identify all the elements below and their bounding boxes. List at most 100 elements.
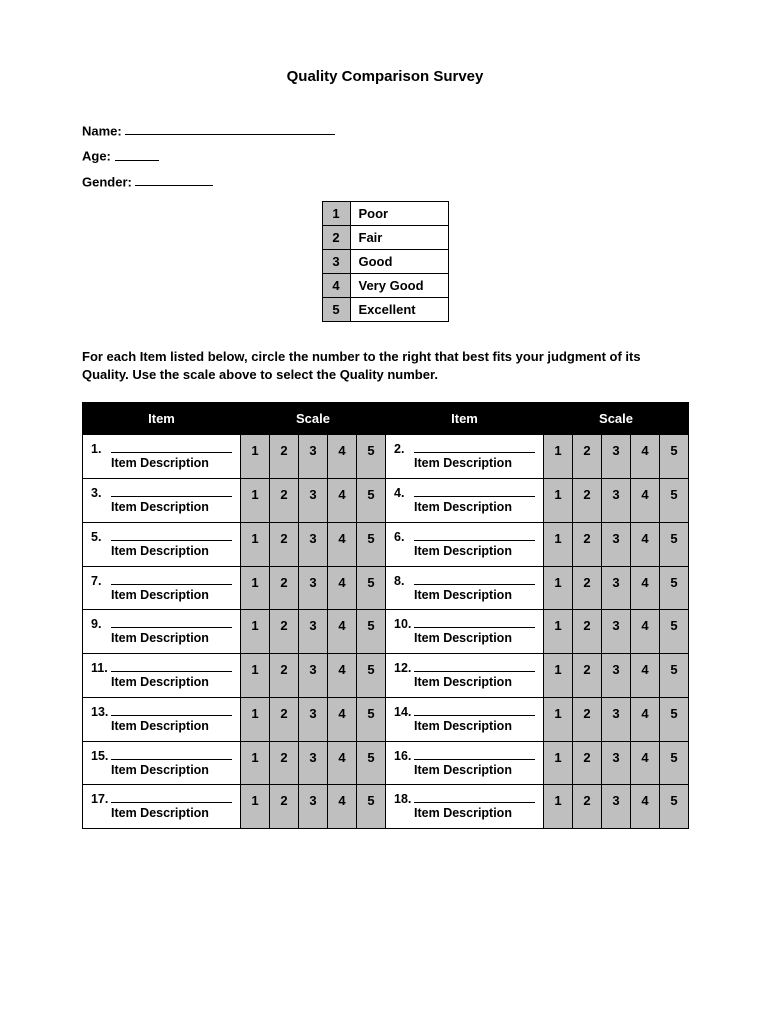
gender-input-line[interactable] (135, 174, 213, 186)
item-blank-line[interactable] (414, 704, 535, 716)
scale-option[interactable]: 4 (328, 741, 357, 785)
scale-option[interactable]: 3 (299, 741, 328, 785)
scale-option[interactable]: 1 (544, 610, 573, 654)
scale-option[interactable]: 4 (631, 785, 660, 829)
item-blank-line[interactable] (111, 485, 232, 497)
scale-option[interactable]: 2 (270, 697, 299, 741)
scale-option[interactable]: 5 (357, 522, 386, 566)
scale-option[interactable]: 3 (299, 697, 328, 741)
scale-option[interactable]: 1 (544, 522, 573, 566)
scale-option[interactable]: 1 (544, 566, 573, 610)
item-blank-line[interactable] (414, 616, 535, 628)
scale-option[interactable]: 2 (270, 785, 299, 829)
scale-option[interactable]: 2 (270, 566, 299, 610)
scale-option[interactable]: 2 (270, 479, 299, 523)
scale-option[interactable]: 1 (241, 435, 270, 479)
scale-option[interactable]: 4 (328, 697, 357, 741)
scale-option[interactable]: 2 (270, 610, 299, 654)
item-blank-line[interactable] (111, 791, 232, 803)
scale-option[interactable]: 2 (270, 522, 299, 566)
item-blank-line[interactable] (414, 791, 535, 803)
scale-option[interactable]: 4 (631, 654, 660, 698)
scale-option[interactable]: 3 (602, 522, 631, 566)
scale-option[interactable]: 1 (241, 522, 270, 566)
scale-option[interactable]: 3 (299, 435, 328, 479)
item-blank-line[interactable] (414, 529, 535, 541)
scale-option[interactable]: 2 (270, 654, 299, 698)
scale-option[interactable]: 2 (270, 741, 299, 785)
scale-option[interactable]: 5 (660, 479, 689, 523)
scale-option[interactable]: 5 (660, 697, 689, 741)
item-blank-line[interactable] (111, 704, 232, 716)
scale-option[interactable]: 2 (573, 697, 602, 741)
scale-option[interactable]: 2 (270, 435, 299, 479)
scale-option[interactable]: 3 (602, 654, 631, 698)
item-blank-line[interactable] (111, 441, 232, 453)
scale-option[interactable]: 5 (357, 654, 386, 698)
scale-option[interactable]: 5 (357, 697, 386, 741)
scale-option[interactable]: 1 (241, 479, 270, 523)
scale-option[interactable]: 5 (660, 566, 689, 610)
scale-option[interactable]: 5 (357, 435, 386, 479)
scale-option[interactable]: 3 (602, 741, 631, 785)
scale-option[interactable]: 4 (328, 435, 357, 479)
scale-option[interactable]: 3 (602, 479, 631, 523)
scale-option[interactable]: 3 (299, 610, 328, 654)
scale-option[interactable]: 2 (573, 522, 602, 566)
scale-option[interactable]: 4 (328, 610, 357, 654)
item-blank-line[interactable] (111, 529, 232, 541)
scale-option[interactable]: 4 (631, 741, 660, 785)
scale-option[interactable]: 5 (660, 522, 689, 566)
scale-option[interactable]: 1 (241, 697, 270, 741)
scale-option[interactable]: 2 (573, 566, 602, 610)
scale-option[interactable]: 2 (573, 741, 602, 785)
age-input-line[interactable] (115, 148, 159, 160)
scale-option[interactable]: 4 (631, 566, 660, 610)
item-blank-line[interactable] (414, 573, 535, 585)
item-blank-line[interactable] (111, 573, 232, 585)
scale-option[interactable]: 5 (660, 610, 689, 654)
item-blank-line[interactable] (111, 660, 232, 672)
item-blank-line[interactable] (414, 441, 535, 453)
scale-option[interactable]: 5 (357, 566, 386, 610)
scale-option[interactable]: 2 (573, 785, 602, 829)
scale-option[interactable]: 4 (328, 522, 357, 566)
scale-option[interactable]: 3 (602, 566, 631, 610)
scale-option[interactable]: 4 (631, 479, 660, 523)
scale-option[interactable]: 1 (544, 741, 573, 785)
scale-option[interactable]: 1 (544, 697, 573, 741)
scale-option[interactable]: 5 (357, 610, 386, 654)
scale-option[interactable]: 3 (299, 785, 328, 829)
scale-option[interactable]: 5 (660, 785, 689, 829)
scale-option[interactable]: 2 (573, 610, 602, 654)
scale-option[interactable]: 5 (660, 654, 689, 698)
item-blank-line[interactable] (111, 748, 232, 760)
scale-option[interactable]: 1 (544, 654, 573, 698)
item-blank-line[interactable] (414, 748, 535, 760)
scale-option[interactable]: 5 (357, 785, 386, 829)
item-blank-line[interactable] (414, 660, 535, 672)
scale-option[interactable]: 5 (357, 741, 386, 785)
scale-option[interactable]: 4 (631, 522, 660, 566)
scale-option[interactable]: 4 (631, 610, 660, 654)
scale-option[interactable]: 3 (602, 697, 631, 741)
scale-option[interactable]: 2 (573, 654, 602, 698)
scale-option[interactable]: 1 (544, 785, 573, 829)
scale-option[interactable]: 4 (328, 785, 357, 829)
scale-option[interactable]: 4 (328, 479, 357, 523)
scale-option[interactable]: 4 (631, 435, 660, 479)
scale-option[interactable]: 1 (241, 654, 270, 698)
scale-option[interactable]: 3 (299, 479, 328, 523)
scale-option[interactable]: 4 (328, 566, 357, 610)
scale-option[interactable]: 3 (299, 566, 328, 610)
scale-option[interactable]: 4 (328, 654, 357, 698)
item-blank-line[interactable] (414, 485, 535, 497)
scale-option[interactable]: 2 (573, 435, 602, 479)
scale-option[interactable]: 5 (660, 741, 689, 785)
scale-option[interactable]: 1 (241, 566, 270, 610)
scale-option[interactable]: 3 (602, 610, 631, 654)
item-blank-line[interactable] (111, 616, 232, 628)
scale-option[interactable]: 5 (357, 479, 386, 523)
scale-option[interactable]: 4 (631, 697, 660, 741)
scale-option[interactable]: 1 (544, 479, 573, 523)
